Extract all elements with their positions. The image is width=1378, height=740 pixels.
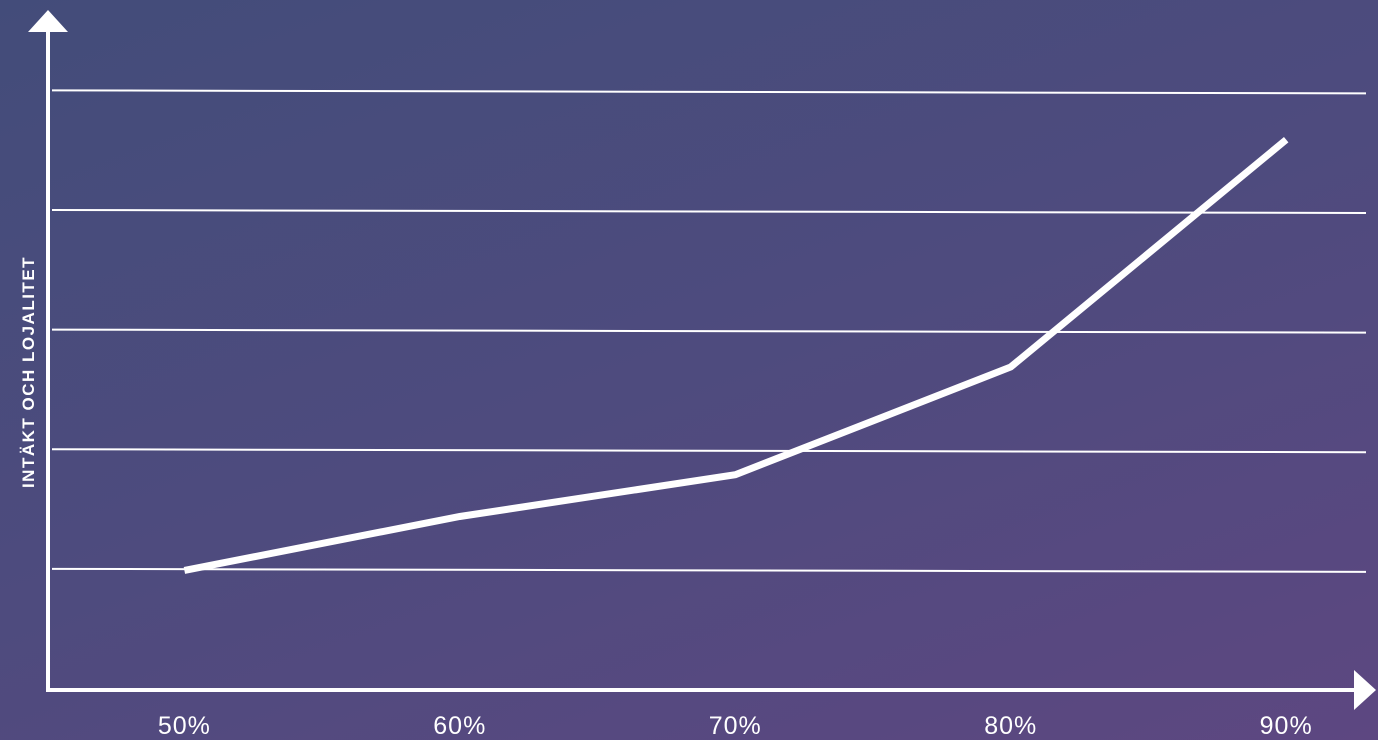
- gridlines: [51, 89, 1367, 573]
- series-line-1: [183, 137, 1289, 574]
- gridline-2: [51, 448, 1367, 454]
- series-layer: [183, 137, 1289, 574]
- x-tick-labels: 50% 60% 70% 80% 90%: [158, 712, 1313, 740]
- gridline-1: [51, 567, 1367, 573]
- x-tick-label-2: 60%: [433, 712, 486, 740]
- x-tick-label-3: 70%: [709, 712, 762, 740]
- gridline-5: [51, 89, 1367, 95]
- axes: [28, 10, 1376, 710]
- gridline-4: [51, 209, 1367, 215]
- x-tick-label-4: 80%: [984, 712, 1037, 740]
- y-axis-label: INTÄKT OCH LOJALITET: [19, 255, 38, 489]
- x-tick-label-1: 50%: [158, 712, 211, 740]
- gridline-3: [51, 328, 1367, 334]
- y-axis-arrow-icon: [28, 10, 68, 32]
- x-axis-arrow-icon: [1354, 670, 1376, 710]
- x-tick-label-5: 90%: [1260, 712, 1313, 740]
